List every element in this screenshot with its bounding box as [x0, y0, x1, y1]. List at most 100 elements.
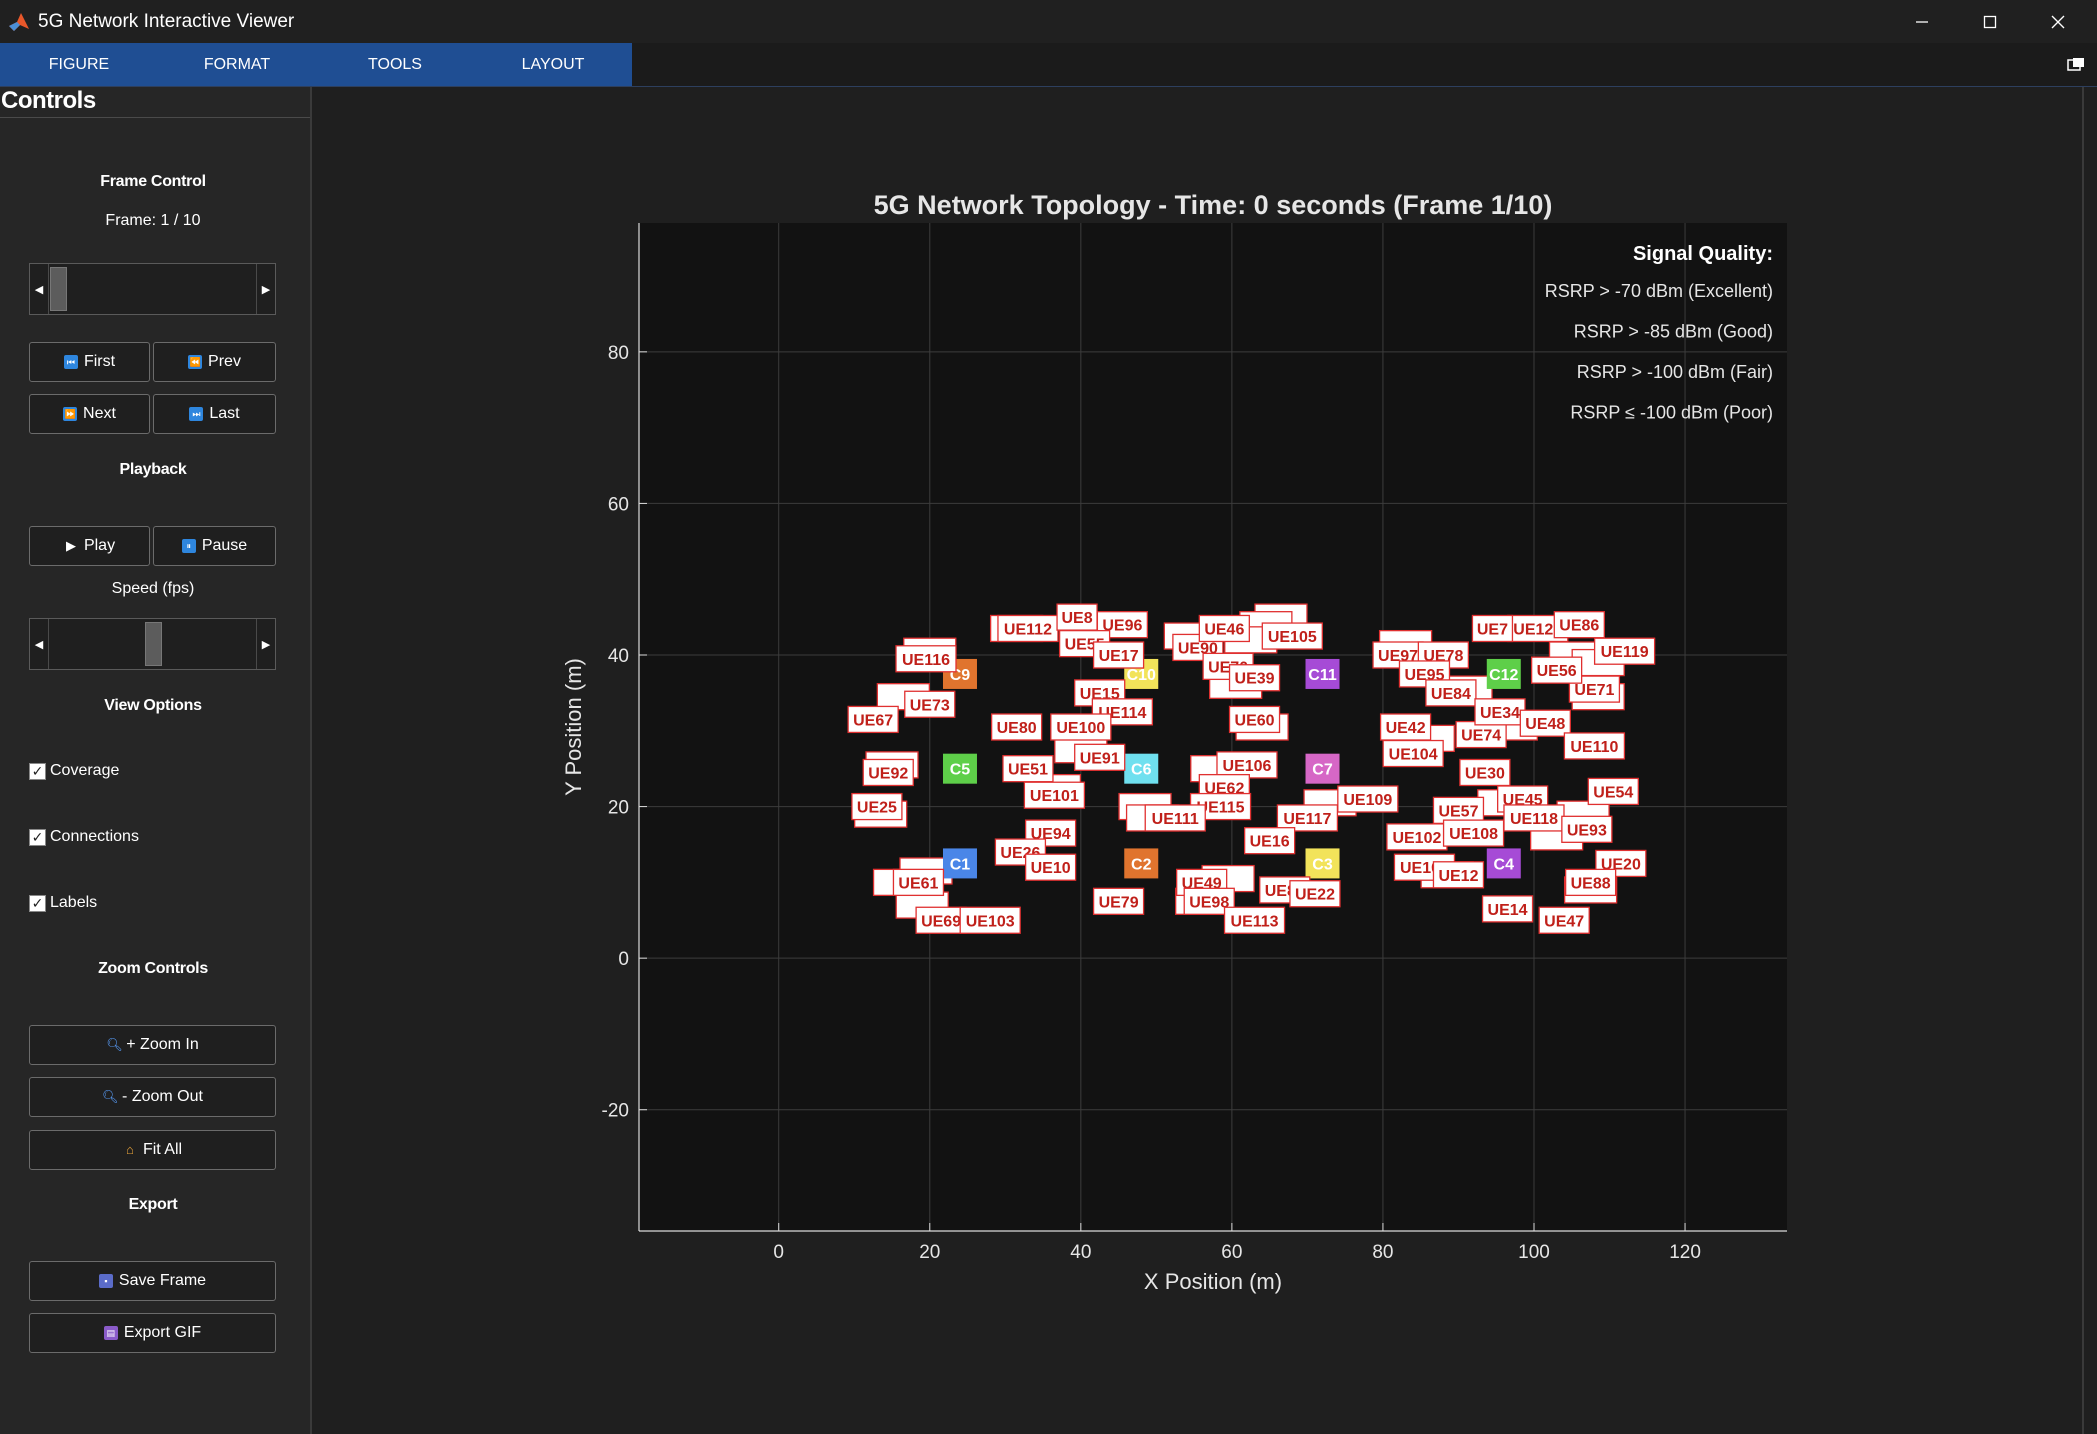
skip-forward-icon: ⏭ [189, 407, 204, 421]
ue-label-text: UE91 [1080, 750, 1120, 767]
ue-label [1425, 679, 1477, 707]
checkmark-icon[interactable]: ✓ [29, 762, 46, 780]
skip-back-icon: ⏮ [63, 355, 78, 369]
ue-label [1442, 819, 1505, 847]
ue-label [1002, 755, 1054, 783]
panel-title: Controls [1, 87, 96, 114]
slider-decrement-icon[interactable]: ◀ [30, 264, 49, 314]
frame-slider[interactable]: ◀ ▶ [29, 263, 276, 315]
ue-label [1459, 758, 1511, 787]
cell-label: C11 [1308, 667, 1337, 684]
checkmark-icon[interactable]: ✓ [29, 894, 46, 912]
toolstrip-tabs: FIGURE FORMAT TOOLS LAYOUT [0, 43, 632, 86]
zoom-in-label: + Zoom In [126, 1036, 199, 1053]
labels-checkbox[interactable]: ✓ Labels [29, 894, 97, 912]
ue-label-text: UE116 [902, 652, 950, 669]
zoom-out-button[interactable]: 🔍︎ - Zoom Out [29, 1077, 276, 1117]
coverage-label: Coverage [50, 762, 120, 779]
ue-label-text: UE8 [1061, 610, 1092, 627]
ue-label-text: UE14 [1488, 902, 1528, 919]
zoom-out-label: - Zoom Out [122, 1088, 203, 1105]
ue-label-text: UE110 [1570, 739, 1618, 756]
ue-label-text: UE16 [1250, 834, 1290, 851]
ue-label [1276, 804, 1339, 832]
checkmark-icon[interactable]: ✓ [29, 828, 46, 846]
save-frame-button[interactable]: ▪ Save Frame [29, 1261, 276, 1301]
slider-increment-icon[interactable]: ▶ [256, 264, 275, 314]
x-tick-label: 120 [1669, 1242, 1701, 1263]
rewind-icon: ⏪ [188, 355, 203, 369]
pause-icon: ⏸ [181, 539, 196, 553]
connections-label: Connections [50, 828, 139, 845]
close-button[interactable] [2026, 0, 2090, 43]
slider-increment-icon[interactable]: ▶ [256, 619, 275, 669]
ue-label-text: UE106 [1223, 758, 1272, 775]
x-axis-label: X Position (m) [1144, 1269, 1282, 1294]
x-tick-label: 0 [773, 1242, 784, 1263]
coverage-checkbox[interactable]: ✓ Coverage [29, 762, 119, 780]
cell-marker [1305, 848, 1340, 879]
ue-label [1481, 895, 1534, 923]
slider-decrement-icon[interactable]: ◀ [30, 619, 49, 669]
first-frame-button[interactable]: ⏮ First [29, 342, 150, 382]
next-frame-button[interactable]: ⏩ Next [29, 394, 150, 434]
pause-button[interactable]: ⏸ Pause [153, 526, 276, 566]
labels-label: Labels [50, 894, 98, 911]
tab-tools[interactable]: TOOLS [368, 56, 422, 73]
figure-canvas[interactable]: 0 20 40 60 80 100 120 -20 0 20 40 60 80 5G Network To… [312, 87, 2097, 1434]
axes-background [639, 223, 1787, 1231]
export-gif-button[interactable]: ▤ Export GIF [29, 1313, 276, 1353]
ue-label-text: UE17 [1099, 648, 1139, 665]
cell-label: C6 [1131, 762, 1152, 779]
ue-label-text: UE25 [857, 800, 897, 817]
speed-slider[interactable]: ◀ ▶ [29, 618, 276, 670]
ue-label-text: UE67 [853, 712, 893, 729]
prev-frame-button[interactable]: ⏪ Prev [153, 342, 276, 382]
ue-label-text: UE10 [1031, 860, 1071, 877]
ue-label [1023, 781, 1086, 809]
ue-label-text: UE46 [1204, 621, 1244, 638]
ue-label-text: UE120 [1513, 621, 1562, 638]
fit-all-button[interactable]: ⌂ Fit All [29, 1130, 276, 1170]
slider-thumb[interactable] [145, 622, 162, 666]
house-icon: ⌂ [126, 1142, 134, 1157]
y-tick-label: 40 [608, 646, 629, 667]
prev-frame-label: Prev [208, 353, 241, 370]
tab-format[interactable]: FORMAT [203, 56, 271, 73]
zoom-controls-heading: Zoom Controls [98, 960, 208, 977]
x-tick-label: 100 [1518, 1242, 1550, 1263]
save-frame-label: Save Frame [118, 1272, 207, 1289]
export-gif-label: Export GIF [123, 1324, 202, 1341]
ue-label-text: UE115 [1197, 800, 1245, 817]
y-tick-label: 60 [608, 494, 629, 515]
ue-label-text: UE117 [1283, 811, 1331, 828]
view-options-heading: View Options [104, 697, 202, 714]
legend-entry: RSRP > -100 dBm (Fair) [1577, 362, 1773, 382]
ue-label-text: UE71 [1574, 682, 1614, 699]
maximize-button[interactable] [1958, 0, 2022, 43]
zoom-in-button[interactable]: 🔍︎ + Zoom In [29, 1025, 276, 1065]
ue-label [904, 690, 956, 718]
topology-plot[interactable]: 0 20 40 60 80 100 120 -20 0 20 40 60 80 5G Network To… [312, 87, 2082, 1434]
close-icon [2051, 15, 2065, 28]
export-heading: Export [128, 1196, 178, 1213]
collapse-toolstrip-icon[interactable] [2066, 56, 2086, 74]
play-button[interactable]: ▶ Play [29, 526, 150, 566]
tab-layout[interactable]: LAYOUT [521, 56, 585, 73]
ue-label-text: UE98 [1189, 894, 1229, 911]
ue-label [1198, 614, 1250, 643]
ue-label [1563, 732, 1626, 760]
minimize-button[interactable] [1890, 0, 1954, 43]
tab-figure[interactable]: FIGURE [48, 56, 110, 73]
slider-thumb[interactable] [50, 267, 67, 311]
ue-label-text: UE102 [1392, 830, 1441, 847]
play-label: Play [83, 537, 116, 554]
last-frame-button[interactable]: ⏭ Last [153, 394, 276, 434]
ue-label-text: UE57 [1438, 803, 1478, 820]
ue-label [1564, 868, 1617, 897]
connections-checkbox[interactable]: ✓ Connections [29, 828, 139, 846]
ue-label [1530, 656, 1583, 684]
last-frame-label: Last [209, 405, 240, 422]
ue-label [895, 645, 957, 673]
